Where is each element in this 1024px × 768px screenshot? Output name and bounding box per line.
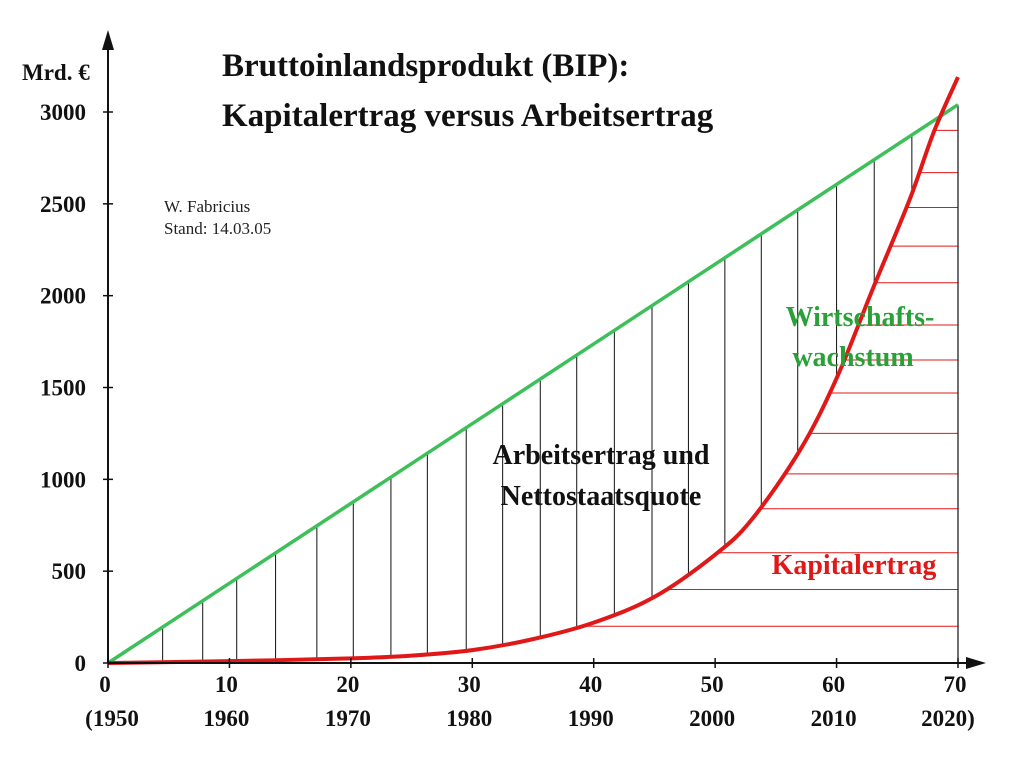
x-tick-label: 50 <box>701 672 724 697</box>
x-year-label: 1990 <box>568 706 614 731</box>
y-ticks: 0 500 1000 1500 2000 2500 3000 <box>40 100 113 676</box>
y-tick-label: 2500 <box>40 192 86 217</box>
annotation-labor: Arbeitsertrag und <box>493 440 710 471</box>
x-year-label: 1980 <box>446 706 492 731</box>
capital-share-hatching <box>580 104 959 663</box>
series-line-growth <box>107 103 959 665</box>
x-tick-label: 10 <box>215 672 238 697</box>
author-note: W. Fabricius <box>164 197 250 216</box>
x-year-label: 2020) <box>921 706 975 731</box>
y-axis-unit-label: Mrd. € <box>22 60 90 85</box>
x-tick-label: 0 <box>99 672 111 697</box>
x-year-label: 1970 <box>325 706 371 731</box>
labor-share-hatching <box>162 134 913 663</box>
x-year-label: 2010 <box>811 706 857 731</box>
y-tick-label: 2000 <box>40 284 86 309</box>
y-tick-label: 3000 <box>40 100 86 125</box>
y-tick-label: 0 <box>75 651 87 676</box>
axes <box>102 30 986 669</box>
annotation-growth: Wirtschafts- <box>786 302 935 333</box>
x-tick-label: 30 <box>458 672 481 697</box>
annotation-labor-line-2: Nettostaatsquote <box>501 481 702 512</box>
x-year-label: 2000 <box>689 706 735 731</box>
y-axis-arrow-icon <box>102 30 114 50</box>
x-tick-label: 60 <box>822 672 845 697</box>
y-tick-label: 1000 <box>40 467 86 492</box>
x-tick-label: 20 <box>336 672 359 697</box>
x-axis-arrow-icon <box>966 657 986 669</box>
annotation-growth-line-2: wachstum <box>792 342 913 373</box>
y-tick-label: 1500 <box>40 376 86 401</box>
x-year-label: 1960 <box>203 706 249 731</box>
x-ticks: 0 (1950 10 1960 20 1970 30 1980 40 1990 50 2000 60 20… <box>85 658 975 731</box>
x-tick-label: 40 <box>579 672 602 697</box>
chart-title-line-2: Kapitalertrag versus Arbeitsertrag <box>222 98 714 134</box>
x-tick-label: 70 <box>944 672 967 697</box>
date-note: Stand: 14.03.05 <box>164 219 271 238</box>
x-year-label: (1950 <box>85 706 139 731</box>
chart-title-line-1: Bruttoinlandsprodukt (BIP): <box>222 48 629 84</box>
annotation-capital: Kapitalertrag <box>772 550 937 581</box>
y-tick-label: 500 <box>52 559 87 584</box>
